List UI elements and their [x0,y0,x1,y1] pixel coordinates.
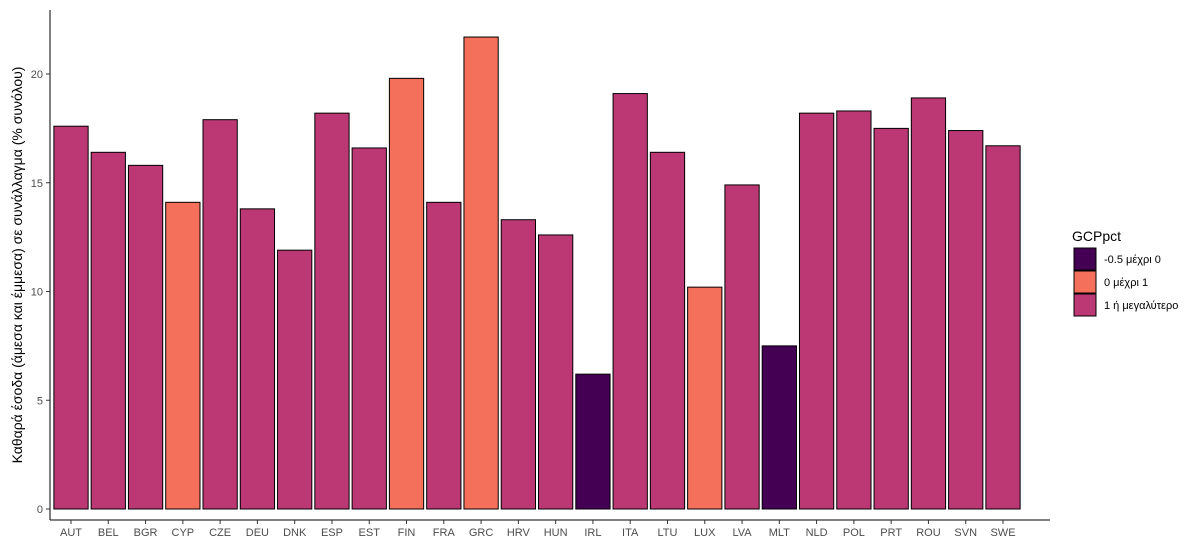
bar-rou [910,97,947,510]
legend: GCPpct -0.5 μέχρι 0 0 μέχρι 1 1 ή μεγαλύτε… [1072,228,1178,317]
x-tick-label: ITA [622,527,639,539]
y-tick-label: 15 [31,178,43,190]
legend-label: 1 ή μεγαλύτερο [1104,300,1178,312]
legend-label: 0 μέχρι 1 [1104,277,1148,289]
x-tick-label: DEU [246,527,269,539]
y-tick-label: 10 [31,287,43,299]
x-tick-label: ROU [916,527,941,539]
x-tick-label: LUX [694,527,716,539]
x-tick-label: HRV [507,527,531,539]
x-tick-label: DNK [283,527,307,539]
axes-layer: 0 5 10 15 20 AUT BEL BGR CYP CZE DEU DNK ESP EST FIN FR… [31,10,1050,539]
x-tick-label: GRC [469,527,494,539]
x-tick-label: SWE [990,527,1015,539]
bar-prt [873,127,909,510]
y-tick-label: 5 [37,395,43,407]
bar-swe [985,145,1021,510]
bar-hrv [500,219,537,510]
legend-swatch [1073,293,1097,317]
bar-lux [687,286,723,510]
y-tick-label: 20 [31,69,43,81]
legend-label: -0.5 μέχρι 0 [1104,254,1161,266]
y-tick-label: 0 [37,504,43,516]
bar-fin [388,77,425,510]
x-tick-label: LTU [657,527,677,539]
x-tick-label: NLD [806,527,828,539]
bar-aut [53,125,89,510]
bar-nld [798,112,835,510]
legend-swatch [1073,247,1097,271]
bar-deu [239,208,276,510]
x-tick-label: LVA [732,527,752,539]
bar-est [351,147,387,510]
bar-pol [836,110,872,510]
bar-cze [202,119,238,510]
x-tick-label: CYP [172,527,195,539]
x-tick-label: MLT [769,527,790,539]
bar-hun [538,234,574,510]
bar-dnk [277,249,313,510]
x-tick-label: SVN [954,527,977,539]
bar-svn [948,130,984,510]
x-tick-label: EST [359,527,381,539]
x-tick-label: AUT [60,527,82,539]
legend-swatch [1073,270,1097,294]
y-axis-title: Καθαρά έσοδα (άμεσα και έμμεσα) σε συνάλ… [9,67,25,464]
x-tick-label: CZE [209,527,231,539]
bar-irl [575,373,611,510]
bar-bgr [127,164,164,510]
x-tick-label: FIN [398,527,416,539]
bar-lva [724,184,760,510]
x-tick-label: BGR [134,527,158,539]
bar-grc [463,36,499,510]
bar-fra [426,201,462,510]
bar-bel [90,151,126,510]
x-tick-label: POL [843,527,865,539]
x-tick-label: IRL [584,527,601,539]
legend-title: GCPpct [1072,228,1121,244]
x-tick-label: ESP [321,527,343,539]
bar-esp [314,112,350,510]
bar-ltu [649,151,686,510]
bar-ita [612,93,648,510]
bar-mlt [761,345,797,510]
bar-cyp [165,201,201,510]
bars-layer [53,36,1021,510]
x-tick-label: FRA [433,527,456,539]
x-tick-label: PRT [880,527,902,539]
x-tick-label: BEL [98,527,119,539]
x-tick-label: HUN [544,527,568,539]
